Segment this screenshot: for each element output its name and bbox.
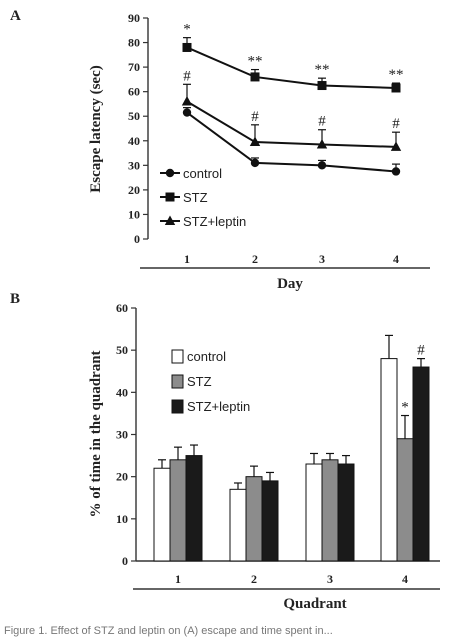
significance-label: # (251, 109, 259, 125)
chart-a-y-tick-label: 30 (128, 158, 140, 172)
series-control (182, 107, 401, 176)
chart-b-x-tick-label: 1 (175, 572, 181, 586)
chart-a-x-tick-label: 2 (252, 252, 258, 266)
chart-a-y-tick-label: 0 (134, 232, 140, 246)
legend-marker (165, 168, 175, 178)
chart-a-plot: ***** **## # # (181, 22, 404, 176)
chart-a-x-label: Day (277, 276, 303, 292)
bar (153, 467, 171, 562)
significance-label: # (392, 116, 400, 132)
legend-swatch (171, 374, 184, 389)
data-point (250, 158, 260, 168)
data-point (181, 95, 193, 106)
series-control (153, 334, 398, 562)
significance-label: # (318, 114, 326, 130)
bar (396, 438, 414, 562)
chart-b-y-tick-label: 10 (116, 512, 128, 526)
series-stz-leptin: # # # # (181, 68, 402, 151)
chart-a-y-ticks: 0 10 20 30 40 50 60 70 80 90 (128, 11, 148, 246)
chart-b-x-label: Quadrant (283, 596, 346, 612)
significance-label: * (183, 22, 191, 38)
bar (185, 455, 203, 562)
data-point (317, 161, 327, 170)
chart-b-y-tick-label: 50 (116, 343, 128, 357)
chart-b-y-ticks: 0 10 20 30 40 50 60 (116, 301, 136, 568)
legend-swatch (171, 349, 184, 364)
legend-label: STZ+leptin (183, 214, 246, 229)
figure-caption: Figure 1. Effect of STZ and leptin on (A… (4, 625, 333, 637)
legend-label: control (183, 166, 222, 181)
bar (412, 366, 430, 562)
data-point (391, 83, 401, 93)
chart-b-y-label: % of time in the quadrant (88, 350, 104, 517)
chart-b-x-ticks: 1 2 3 4 (175, 572, 408, 586)
chart-b-y-tick-label: 30 (116, 428, 128, 442)
legend-marker (165, 192, 175, 202)
data-point (391, 167, 401, 176)
bar (169, 459, 187, 562)
chart-a-y-tick-label: 90 (128, 11, 140, 25)
series-stz: ***** ** (182, 22, 404, 93)
chart-b-y-tick-label: 60 (116, 301, 128, 315)
data-point (250, 72, 260, 82)
chart-a-y-tick-label: 80 (128, 36, 140, 50)
chart-a-y-tick-label: 20 (128, 183, 140, 197)
chart-a-y-label: Escape latency (sec) (88, 65, 104, 192)
legend-swatch (171, 399, 184, 414)
significance-label: ** (389, 67, 404, 83)
chart-b-y-tick-label: 40 (116, 385, 128, 399)
series-stz: * (169, 400, 414, 562)
chart-a-x-tick-label: 3 (319, 252, 325, 266)
chart-a-x-tick-label: 4 (393, 252, 399, 266)
chart-b-x-tick-label: 4 (402, 572, 408, 586)
legend-marker (164, 215, 176, 225)
data-point (249, 136, 261, 147)
significance-label: # (417, 343, 425, 359)
significance-label: # (183, 68, 191, 84)
chart-a-y-tick-label: 40 (128, 134, 140, 148)
data-point (317, 81, 327, 91)
panel-b-letter: B (10, 291, 20, 307)
chart-b-x-tick-label: 2 (251, 572, 257, 586)
chart-a-y-tick-label: 60 (128, 85, 140, 99)
series-stz-leptin: # (185, 343, 430, 562)
data-point (182, 108, 192, 117)
chart-b-y-tick-label: 20 (116, 470, 128, 484)
bar (305, 463, 323, 562)
bar (321, 459, 339, 562)
bar (229, 488, 247, 562)
series-line (186, 46, 397, 89)
chart-b-plot: *# (153, 334, 430, 562)
significance-label: ** (315, 62, 330, 78)
data-point (316, 138, 328, 149)
bar (245, 476, 263, 562)
bar (261, 480, 279, 562)
chart-b-y-tick-label: 0 (122, 554, 128, 568)
chart-a-x-ticks: 1 2 3 4 (184, 252, 399, 266)
bar (337, 463, 355, 562)
chart-a-legend: control STZ STZ+leptin (160, 166, 246, 229)
chart-b-x-tick-label: 3 (327, 572, 333, 586)
legend-label: STZ (187, 374, 212, 389)
data-point (182, 42, 192, 52)
legend-label: STZ (183, 190, 208, 205)
series-line (186, 100, 397, 148)
bar (380, 358, 398, 562)
legend-label: STZ+leptin (187, 399, 250, 414)
legend-label: control (187, 349, 226, 364)
chart-b-legend: control STZ STZ+leptin (171, 349, 250, 414)
chart-a-y-tick-label: 70 (128, 60, 140, 74)
series-line (186, 111, 397, 173)
chart-a-x-tick-label: 1 (184, 252, 190, 266)
significance-label: * (401, 400, 409, 416)
panel-a-letter: A (10, 8, 21, 24)
significance-label: ** (248, 54, 263, 70)
data-point (390, 141, 402, 151)
chart-a-y-tick-label: 10 (128, 207, 140, 221)
chart-a-y-tick-label: 50 (128, 109, 140, 123)
